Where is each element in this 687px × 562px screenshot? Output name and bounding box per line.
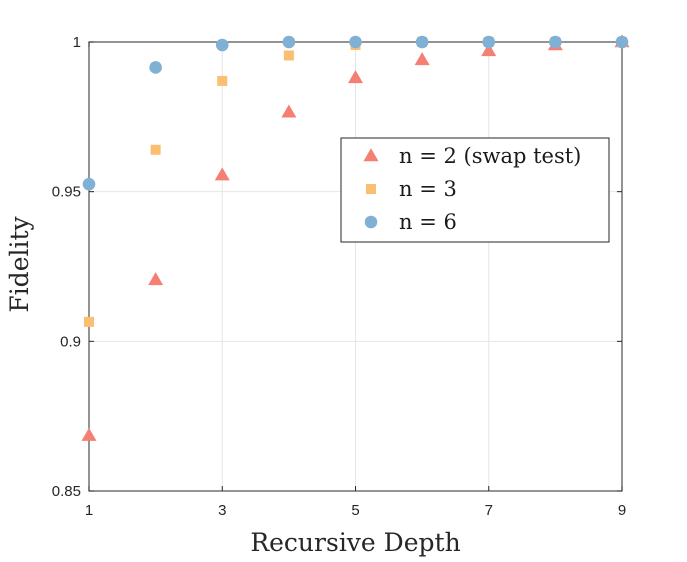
x-tick-label: 3 xyxy=(218,502,226,519)
axis-titles: Recursive Depth Fidelity xyxy=(5,215,461,557)
data-point-triangle xyxy=(214,167,230,181)
data-point-triangle xyxy=(148,272,164,286)
legend-label: n = 6 xyxy=(399,210,457,234)
y-tick-label: 1 xyxy=(73,34,81,51)
data-point-circle xyxy=(82,177,96,191)
data-point-triangle xyxy=(281,104,297,118)
data-point-triangle xyxy=(414,52,430,66)
data-point-circle xyxy=(549,35,562,49)
x-tick-label: 9 xyxy=(618,502,626,519)
data-point-square xyxy=(283,50,294,61)
y-tick-label: 0.95 xyxy=(52,184,81,201)
legend-label: n = 2 (swap test) xyxy=(399,144,581,168)
y-tick-label: 0.9 xyxy=(60,333,81,350)
legend-label: n = 3 xyxy=(399,177,457,201)
y-axis-label: Fidelity xyxy=(5,215,34,312)
data-point-triangle xyxy=(481,43,497,57)
data-point-circle xyxy=(349,35,362,49)
x-tick-label: 5 xyxy=(351,502,359,519)
legend-marker-square xyxy=(366,184,376,194)
data-point-circle xyxy=(482,35,496,49)
x-tick-label: 1 xyxy=(85,502,93,519)
data-point-circle xyxy=(282,35,296,49)
data-point-circle xyxy=(615,35,629,49)
data-point-circle xyxy=(149,61,162,74)
grid xyxy=(88,41,623,492)
data-points xyxy=(81,34,630,441)
legend-marker-triangle xyxy=(363,148,379,162)
tick-labels: 1 3 5 7 9 0.85 0.9 0.95 1 xyxy=(52,34,626,519)
data-point-circle xyxy=(215,38,229,52)
y-tick-label: 0.85 xyxy=(52,483,81,500)
data-point-triangle xyxy=(81,427,97,441)
legend-box xyxy=(340,137,610,243)
x-axis-label: Recursive Depth xyxy=(250,528,460,557)
data-point-square xyxy=(217,75,228,86)
data-point-triangle xyxy=(348,70,363,84)
data-point-circle xyxy=(415,35,429,49)
legend-marker-circle xyxy=(364,215,378,229)
data-point-square xyxy=(84,316,94,327)
data-point-square xyxy=(150,144,161,155)
x-tick-label: 7 xyxy=(485,502,493,519)
legend: n = 2 (swap test) n = 3 n = 6 xyxy=(340,137,610,243)
